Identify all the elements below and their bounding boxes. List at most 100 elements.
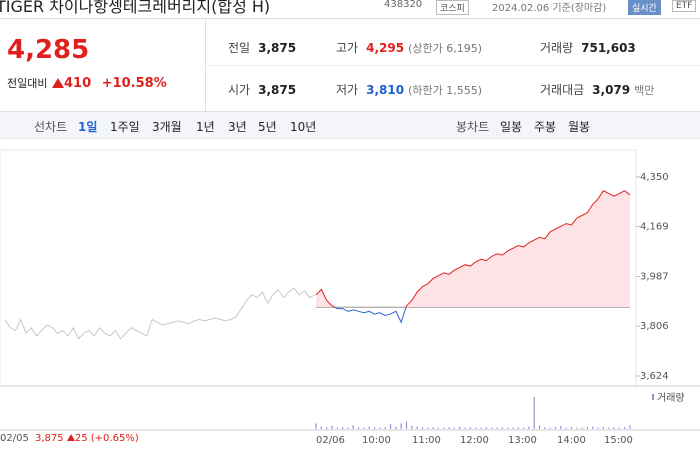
volume-bar xyxy=(459,426,461,429)
title: TIGER 차이나항셍테크레버리지(합성 H) xyxy=(0,0,271,16)
volume-bar xyxy=(602,427,604,429)
footer-date: 02/05 xyxy=(0,433,29,444)
footer-change-value: 25 xyxy=(74,433,88,444)
volume-bar xyxy=(501,427,503,429)
volume-bar xyxy=(517,427,519,429)
y-tick-label: 3,624 xyxy=(640,371,669,382)
volume-bar xyxy=(512,427,514,429)
stat-label: 저가 xyxy=(336,83,359,97)
tab[interactable]: 3년 xyxy=(228,120,247,134)
volume-bar xyxy=(448,427,450,429)
volume-bar xyxy=(565,427,567,429)
volume-bar xyxy=(549,427,551,429)
stat-unit: 백만 xyxy=(634,84,655,97)
volume-bar xyxy=(363,427,365,429)
volume-bar xyxy=(592,426,594,429)
volume-bar xyxy=(443,427,445,429)
volume-bar xyxy=(336,427,338,429)
stat: 거래대금 3,079 백만 xyxy=(540,81,654,98)
divider xyxy=(205,65,700,66)
tab-label: 봉차트 xyxy=(456,120,490,134)
x-tick-label: 14:00 xyxy=(557,435,586,446)
y-tick-label: 4,350 xyxy=(640,172,669,183)
tabs: 선차트 1일 1주일 3개월 1년 3년 5년 10년 봉차트 일봉 주봉 월봉 xyxy=(0,112,700,139)
volume-bar xyxy=(347,427,349,429)
volume-bar xyxy=(427,427,429,429)
volume-bar xyxy=(400,423,402,429)
volume-bar xyxy=(326,427,328,429)
volume-bar xyxy=(411,425,413,429)
volume-bar xyxy=(342,427,344,429)
footer: 02/05 3,875 25 (+0.65%) xyxy=(0,433,139,444)
stat-note: (하한가 1,555) xyxy=(408,84,482,97)
volume-bar xyxy=(379,427,381,429)
volume-bar xyxy=(581,427,583,429)
today-line-down xyxy=(333,307,407,324)
tab[interactable]: 일봉 xyxy=(500,120,523,134)
volume-bar xyxy=(485,427,487,429)
volume-bar xyxy=(315,423,317,429)
volume-bar xyxy=(475,427,477,429)
stat-label: 거래대금 xyxy=(540,83,585,97)
today-line-up xyxy=(315,190,631,308)
volume-bar xyxy=(554,427,557,429)
tab[interactable]: 주봉 xyxy=(534,120,557,134)
volume-bar xyxy=(570,427,573,429)
stat-value: 3,875 xyxy=(258,83,297,97)
tab-label: 선차트 xyxy=(34,120,68,134)
volume-bar xyxy=(352,425,354,429)
y-tick-label: 3,987 xyxy=(640,272,669,283)
stat-value: 3,810 xyxy=(366,83,405,97)
volume-bar xyxy=(618,427,620,429)
tab[interactable]: 월봉 xyxy=(568,120,591,134)
volume-bar xyxy=(405,421,408,429)
volume-bar xyxy=(624,427,626,429)
up-arrow xyxy=(52,78,65,88)
x-tick-label: 02/06 xyxy=(316,435,345,446)
y-tick-label: 3,806 xyxy=(640,321,669,332)
date: 2024.02.06 기준(장마감) xyxy=(492,3,607,14)
volume-bar xyxy=(538,425,541,429)
tab[interactable]: 1주일 xyxy=(110,120,140,134)
change-label: 전일대비 xyxy=(7,77,48,90)
volume-bar xyxy=(613,427,615,429)
volume-bar xyxy=(586,427,589,429)
volume-bar xyxy=(395,426,397,429)
x-tick-label: 13:00 xyxy=(508,435,537,446)
price-box: 4,285 전일대비 410 +10.58% xyxy=(0,19,206,111)
volume-bar xyxy=(368,426,370,429)
tab[interactable]: 1년 xyxy=(196,120,215,134)
stat-label: 고가 xyxy=(336,41,359,55)
tab[interactable]: 3개월 xyxy=(152,120,182,134)
stat-value: 751,603 xyxy=(581,41,636,55)
volume-bar xyxy=(608,427,610,429)
volume-bar xyxy=(331,425,333,429)
change: 전일대비 410 +10.58% xyxy=(7,75,167,91)
volume-bar xyxy=(528,426,530,429)
volume-bar xyxy=(597,427,599,429)
etf: ETF xyxy=(672,0,697,12)
y-tick-label: 4,169 xyxy=(640,222,669,233)
tab[interactable]: 10년 xyxy=(290,120,317,134)
volume-bar xyxy=(437,427,440,429)
volume-bar xyxy=(560,425,562,429)
x-tick-label: 10:00 xyxy=(362,435,391,446)
stat: 고가 4,295 (상한가 6,195) xyxy=(336,39,482,56)
tab[interactable]: 5년 xyxy=(258,120,277,134)
volume-bar xyxy=(464,427,466,429)
realtime[interactable]: 실시간 xyxy=(628,0,661,15)
volume-bar xyxy=(373,427,376,429)
volume-bar xyxy=(453,427,455,429)
volume-bar xyxy=(496,427,498,429)
stat-label: 시가 xyxy=(228,83,251,97)
stat-note: (상한가 6,195) xyxy=(408,42,482,55)
volume-bar xyxy=(389,424,392,429)
volume-bar xyxy=(320,426,322,429)
volume-bar xyxy=(421,427,424,429)
stat-value: 3,875 xyxy=(258,41,297,55)
volume-bar xyxy=(357,427,360,429)
up-arrow xyxy=(66,434,75,441)
tab[interactable]: 1일 xyxy=(78,120,98,134)
